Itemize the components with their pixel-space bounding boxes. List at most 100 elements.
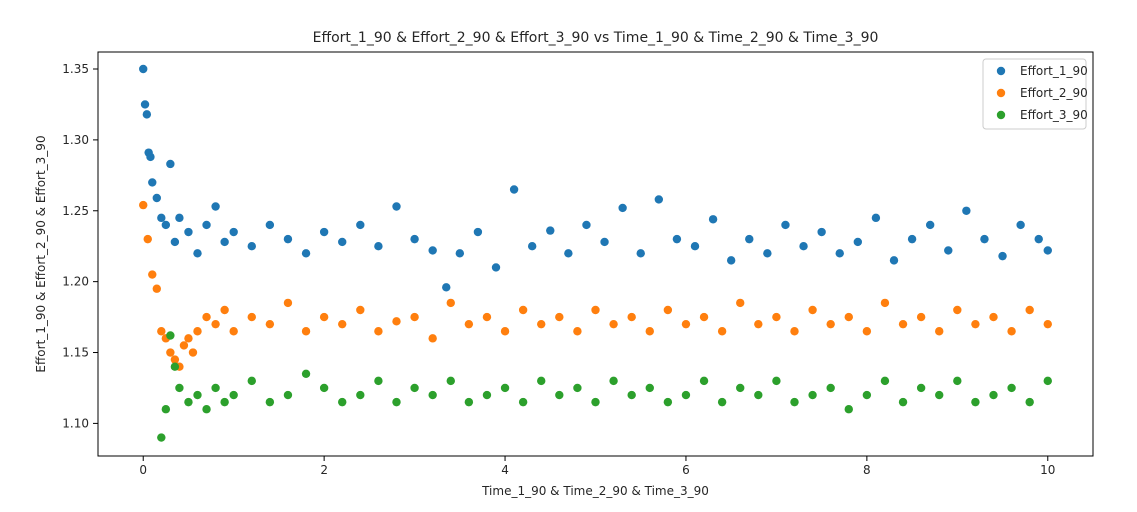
data-point [283, 298, 293, 308]
legend-marker [996, 88, 1006, 98]
data-point [853, 237, 863, 247]
data-point [600, 237, 609, 247]
data-point [428, 246, 437, 255]
data-point [229, 227, 238, 237]
data-point [184, 227, 193, 237]
data-point [1007, 383, 1016, 393]
data-point [392, 317, 401, 326]
data-point [736, 298, 745, 308]
data-point [265, 397, 275, 407]
data-point [699, 376, 709, 386]
data-point [1007, 327, 1016, 336]
data-point [152, 284, 161, 293]
data-point [220, 237, 229, 247]
data-point [442, 283, 451, 292]
plot-frame [97, 51, 1094, 457]
data-point [736, 383, 745, 393]
data-point [211, 202, 220, 211]
data-point [148, 270, 157, 279]
data-point [410, 234, 419, 244]
data-point [374, 376, 383, 386]
data-point [935, 390, 944, 400]
data-point [717, 327, 727, 336]
chart-title: Effort_1_90 & Effort_2_90 & Effort_3_90 … [313, 30, 879, 46]
data-point [500, 383, 510, 393]
data-point [220, 397, 229, 407]
data-point [184, 334, 193, 343]
data-point [265, 319, 275, 329]
data-point [392, 397, 401, 407]
data-point [971, 319, 980, 329]
data-point [618, 203, 627, 213]
data-point [374, 242, 383, 251]
data-point [645, 383, 654, 393]
data-point [790, 397, 799, 407]
data-point [980, 234, 989, 244]
data-point [410, 383, 419, 393]
data-point [726, 256, 736, 265]
data-point [188, 348, 198, 357]
data-point [555, 312, 564, 322]
data-point [301, 327, 311, 336]
data-point [338, 319, 347, 329]
data-point [229, 390, 238, 400]
data-point [527, 242, 537, 251]
data-point [835, 249, 844, 258]
data-point [139, 200, 148, 210]
y-tick-label: 1.25 [62, 204, 89, 218]
data-point [161, 405, 171, 414]
legend-marker [996, 66, 1006, 76]
data-point [202, 405, 211, 414]
y-axis-label: Effort_1_90 & Effort_2_90 & Effort_3_90 [34, 135, 48, 372]
data-point [663, 397, 673, 407]
data-point [790, 327, 799, 336]
data-point [962, 206, 971, 215]
data-point [654, 195, 664, 204]
data-point [799, 242, 808, 251]
y-tick-label: 1.15 [62, 346, 89, 360]
data-point [573, 383, 582, 393]
data-point [808, 305, 817, 315]
data-point [555, 390, 564, 400]
data-point [482, 390, 492, 400]
data-point [591, 397, 600, 407]
data-point [889, 256, 899, 265]
data-point [935, 327, 944, 336]
data-point [907, 234, 917, 244]
data-point [482, 312, 492, 322]
data-point [166, 159, 175, 169]
data-point [717, 397, 727, 407]
data-point [699, 312, 709, 322]
x-tick-label: 10 [1040, 463, 1055, 477]
data-point [301, 249, 311, 258]
data-point [1043, 319, 1052, 329]
data-point [143, 234, 152, 244]
data-point [989, 312, 998, 322]
y-tick-label: 1.10 [62, 416, 89, 430]
data-point [609, 376, 618, 386]
data-point [319, 312, 329, 322]
data-point [301, 369, 311, 378]
data-point [944, 246, 953, 255]
x-tick-label: 0 [139, 463, 147, 477]
data-point [170, 237, 180, 247]
data-point [844, 405, 853, 414]
data-point [247, 242, 256, 251]
data-point [374, 327, 383, 336]
data-point [925, 220, 935, 230]
data-point [862, 327, 872, 336]
data-point [170, 355, 180, 364]
data-point [193, 390, 202, 400]
data-point [916, 383, 926, 393]
data-point [202, 220, 211, 230]
data-point [1025, 305, 1034, 315]
data-point [518, 397, 528, 407]
data-point [464, 397, 474, 407]
x-tick-label: 4 [501, 463, 509, 477]
data-point [184, 397, 193, 407]
legend-label: Effort_1_90 [1020, 64, 1088, 78]
data-point [428, 390, 437, 400]
data-point [446, 376, 455, 386]
data-point [1043, 376, 1052, 386]
data-point [283, 234, 293, 244]
